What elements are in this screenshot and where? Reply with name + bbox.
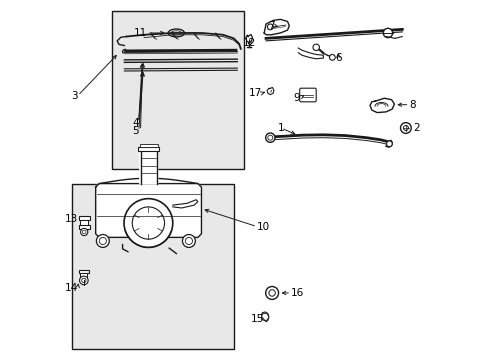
Polygon shape bbox=[261, 312, 268, 321]
Text: 2: 2 bbox=[412, 123, 419, 133]
Text: 13: 13 bbox=[64, 215, 78, 224]
Polygon shape bbox=[172, 200, 198, 208]
Polygon shape bbox=[264, 19, 289, 35]
Text: 1: 1 bbox=[277, 123, 284, 133]
Ellipse shape bbox=[168, 29, 184, 37]
Text: 8: 8 bbox=[408, 100, 415, 110]
Circle shape bbox=[182, 234, 195, 247]
Bar bbox=[80, 220, 88, 225]
Text: 14: 14 bbox=[64, 283, 78, 293]
Bar bbox=[72, 184, 233, 348]
Circle shape bbox=[80, 276, 88, 285]
Text: 9: 9 bbox=[293, 93, 300, 103]
Polygon shape bbox=[140, 148, 158, 184]
Text: 4: 4 bbox=[132, 118, 139, 128]
Text: 11: 11 bbox=[133, 28, 147, 38]
FancyBboxPatch shape bbox=[299, 88, 316, 102]
Text: 17: 17 bbox=[248, 88, 261, 98]
Circle shape bbox=[96, 234, 109, 247]
Text: 12: 12 bbox=[243, 38, 256, 48]
Circle shape bbox=[329, 54, 335, 60]
Bar bbox=[80, 273, 87, 278]
Polygon shape bbox=[369, 98, 394, 113]
Bar bbox=[140, 144, 158, 147]
Polygon shape bbox=[298, 48, 323, 59]
Circle shape bbox=[81, 228, 88, 235]
Text: 5: 5 bbox=[132, 126, 139, 136]
Polygon shape bbox=[245, 35, 252, 43]
Polygon shape bbox=[96, 184, 201, 237]
Circle shape bbox=[267, 24, 273, 30]
Text: 3: 3 bbox=[71, 91, 78, 101]
Text: 7: 7 bbox=[267, 21, 274, 31]
Text: 16: 16 bbox=[290, 288, 304, 298]
Circle shape bbox=[312, 44, 319, 50]
Bar bbox=[79, 225, 89, 229]
Circle shape bbox=[383, 28, 392, 38]
Bar bbox=[138, 147, 159, 151]
Bar bbox=[79, 216, 89, 220]
Circle shape bbox=[400, 123, 410, 134]
Circle shape bbox=[386, 141, 391, 147]
Circle shape bbox=[124, 199, 172, 247]
Bar bbox=[112, 12, 244, 169]
Polygon shape bbox=[266, 87, 273, 95]
Circle shape bbox=[265, 133, 274, 142]
Text: 15: 15 bbox=[250, 314, 264, 324]
Text: 10: 10 bbox=[257, 222, 270, 231]
Circle shape bbox=[265, 287, 278, 300]
Text: 6: 6 bbox=[334, 53, 341, 63]
Bar bbox=[79, 270, 89, 273]
